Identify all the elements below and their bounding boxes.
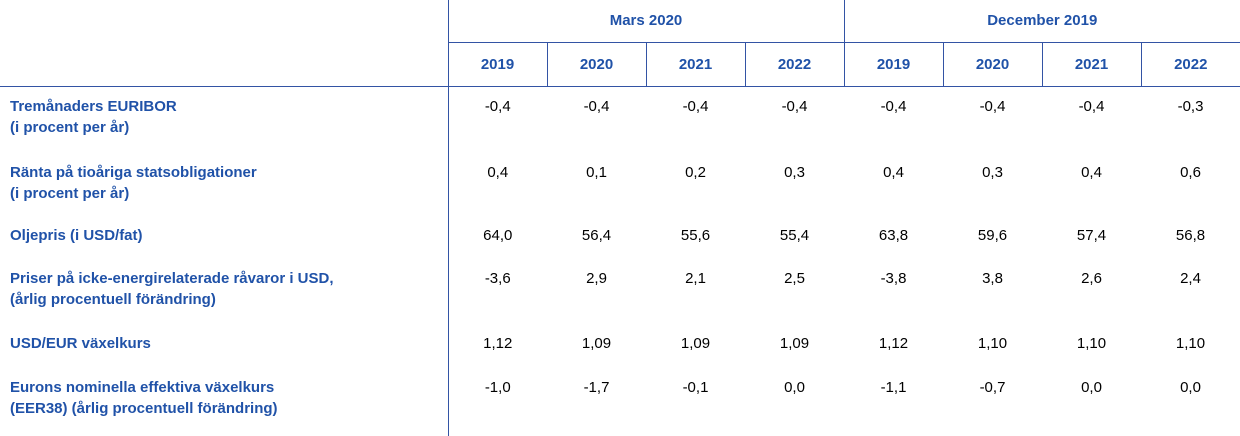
corner-cell <box>0 42 449 87</box>
row-label-line2: (årlig procentuell förändring) <box>10 291 216 308</box>
value-cell: 0,3 <box>982 164 1003 181</box>
value-cell: -0,4 <box>484 97 511 115</box>
value-cell: 63,8 <box>878 227 909 244</box>
value-cell: -0,4 <box>1078 97 1105 115</box>
value-cell: 2,9 <box>586 270 607 287</box>
row-label-line1: Oljepris (i USD/fat) <box>10 227 143 244</box>
value-cell: 0,4 <box>883 164 904 181</box>
value-cell: -3,8 <box>880 270 907 287</box>
row-label-line1: USD/EUR växelkurs <box>10 335 151 352</box>
value-cell: 55,4 <box>779 227 810 244</box>
row-label: Tremånaders EURIBOR (i procent per år) <box>0 86 449 158</box>
value-cell: 1,10 <box>1076 335 1107 352</box>
column-group-mars-2020: Mars 2020 <box>447 0 844 43</box>
value-cell: -0,1 <box>682 379 709 396</box>
value-cell: -0,4 <box>781 97 808 115</box>
table-row-oljepris: Oljepris (i USD/fat) 64,0 56,4 55,6 55,4… <box>0 222 1240 264</box>
value-cell: 0,1 <box>586 164 607 181</box>
value-cell: 1,10 <box>1175 335 1206 352</box>
value-cell: 0,0 <box>1180 379 1201 396</box>
value-cell: 2,4 <box>1180 270 1201 287</box>
value-cell: -0,4 <box>682 97 709 115</box>
value-cell: 0,6 <box>1180 164 1201 181</box>
value-cell: 0,4 <box>1081 164 1102 181</box>
year-header: 2021 <box>645 42 746 87</box>
value-cell: 1,12 <box>878 335 909 352</box>
year-header-row: 2019 2020 2021 2022 2019 2020 2021 2022 <box>0 42 1240 87</box>
value-cell: -0,7 <box>979 379 1006 396</box>
value-cell: -1,0 <box>484 379 511 396</box>
value-cell: 2,5 <box>784 270 805 287</box>
value-cell: 59,6 <box>977 227 1008 244</box>
table-row-usd-eur: USD/EUR växelkurs 1,12 1,09 1,09 1,09 1,… <box>0 328 1240 372</box>
value-cell: -0,3 <box>1177 97 1204 115</box>
row-label-line2: (i procent per år) <box>10 185 130 202</box>
row-label: USD/EUR växelkurs <box>0 328 449 372</box>
value-cell: 1,10 <box>977 335 1008 352</box>
column-group-december-2019: December 2019 <box>843 0 1240 43</box>
row-label: Eurons nominella effektiva växelkurs (EER… <box>0 372 449 436</box>
value-cell: 1,09 <box>779 335 810 352</box>
value-cell: 2,1 <box>685 270 706 287</box>
value-cell: -0,4 <box>979 97 1006 115</box>
year-header: 2022 <box>1140 42 1240 87</box>
value-cell: 64,0 <box>483 227 513 244</box>
table-row-statsobligationer: Ränta på tioåriga statsobligationer (i pr… <box>0 158 1240 222</box>
value-cell: 1,09 <box>680 335 711 352</box>
value-cell: 55,6 <box>680 227 711 244</box>
row-label: Ränta på tioåriga statsobligationer (i pr… <box>0 158 449 222</box>
row-label-line1: Priser på icke-energirelaterade råvaror … <box>10 270 334 287</box>
year-header: 2020 <box>942 42 1043 87</box>
column-group-header-row: Mars 2020 December 2019 <box>0 0 1240 43</box>
corner-cell <box>0 0 449 42</box>
value-cell: 57,4 <box>1076 227 1107 244</box>
row-label-line2: (i procent per år) <box>10 118 130 136</box>
value-cell: -1,7 <box>583 379 610 396</box>
row-label-line1: Tremånaders EURIBOR <box>10 97 177 115</box>
year-header: 2019 <box>447 42 548 87</box>
row-label-line2: (EER38) (årlig procentuell förändring) <box>10 400 278 417</box>
value-cell: 0,0 <box>1081 379 1102 396</box>
row-label: Priser på icke-energirelaterade råvaror … <box>0 264 449 328</box>
value-cell: 0,4 <box>487 164 509 181</box>
value-cell: -1,1 <box>880 379 907 396</box>
year-header: 2020 <box>546 42 647 87</box>
table-row-eer38: Eurons nominella effektiva växelkurs (EER… <box>0 372 1240 436</box>
value-cell: 1,09 <box>581 335 612 352</box>
value-cell: -0,4 <box>583 97 610 115</box>
value-cell: -3,6 <box>484 270 511 287</box>
value-cell: 2,6 <box>1081 270 1102 287</box>
row-label-line1: Ränta på tioåriga statsobligationer <box>10 164 257 181</box>
value-cell: 3,8 <box>982 270 1003 287</box>
row-label-line1: Eurons nominella effektiva växelkurs <box>10 379 275 396</box>
value-cell: -0,4 <box>880 97 907 115</box>
value-cell: 0,2 <box>685 164 706 181</box>
table-row-euribor: Tremånaders EURIBOR (i procent per år) -0… <box>0 86 1240 158</box>
year-header: 2021 <box>1041 42 1142 87</box>
value-cell: 56,8 <box>1175 227 1206 244</box>
year-header: 2019 <box>843 42 944 87</box>
year-header: 2022 <box>744 42 845 87</box>
value-cell: 1,12 <box>483 335 513 352</box>
value-cell: 0,0 <box>784 379 805 396</box>
row-label: Oljepris (i USD/fat) <box>0 222 449 264</box>
table-row-ravaror: Priser på icke-energirelaterade råvaror … <box>0 264 1240 328</box>
value-cell: 56,4 <box>581 227 612 244</box>
value-cell: 0,3 <box>784 164 805 181</box>
